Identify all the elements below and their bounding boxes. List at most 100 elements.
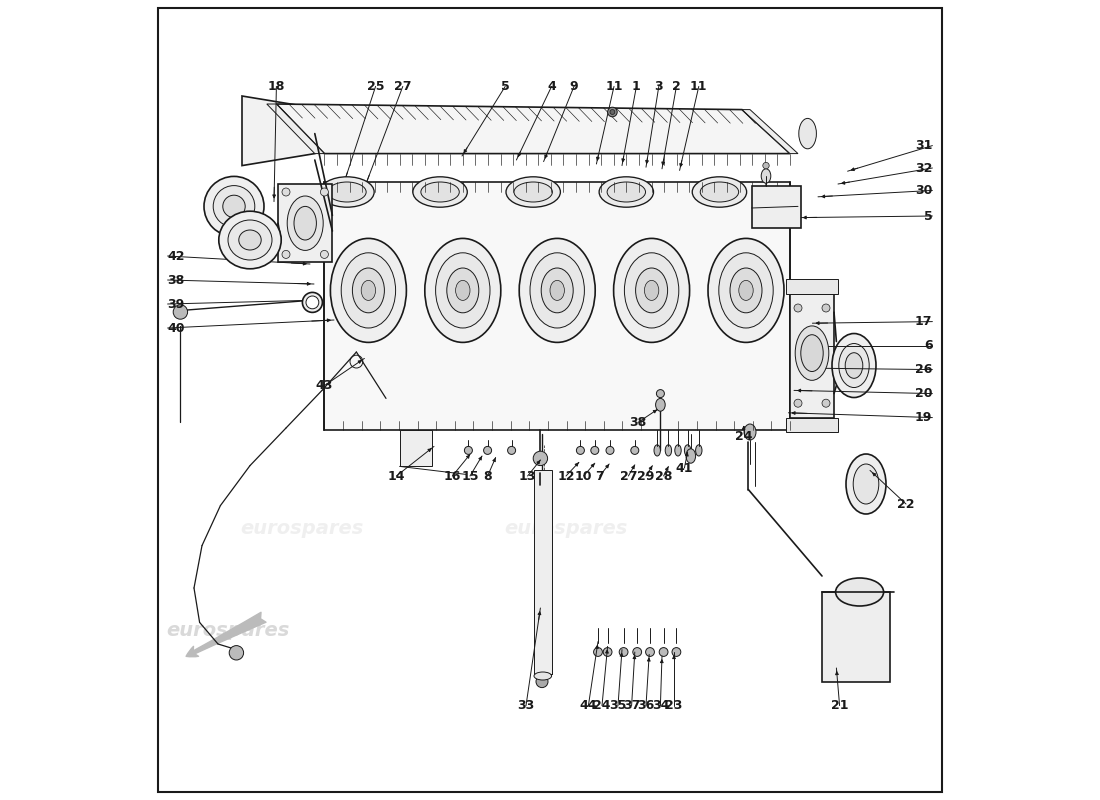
Ellipse shape <box>412 177 468 207</box>
Text: 40: 40 <box>167 322 185 334</box>
Ellipse shape <box>854 464 879 504</box>
Text: 11: 11 <box>605 80 623 93</box>
Text: 32: 32 <box>915 162 933 174</box>
Ellipse shape <box>632 648 641 656</box>
Ellipse shape <box>739 280 754 300</box>
Text: 38: 38 <box>167 274 185 286</box>
Ellipse shape <box>836 578 883 606</box>
Ellipse shape <box>213 186 255 227</box>
Text: 25: 25 <box>366 80 384 93</box>
Text: 1: 1 <box>632 80 641 93</box>
Ellipse shape <box>684 445 691 456</box>
Text: 33: 33 <box>517 699 535 712</box>
Ellipse shape <box>330 238 406 342</box>
Ellipse shape <box>625 253 679 328</box>
Text: 3: 3 <box>654 80 663 93</box>
Ellipse shape <box>484 446 492 454</box>
Bar <box>751 186 801 228</box>
Ellipse shape <box>636 268 668 313</box>
Ellipse shape <box>361 280 375 300</box>
Bar <box>786 418 838 432</box>
Text: 18: 18 <box>267 80 285 93</box>
Ellipse shape <box>530 253 584 328</box>
Text: 26: 26 <box>915 363 933 376</box>
Polygon shape <box>399 430 431 466</box>
Ellipse shape <box>507 446 516 454</box>
Ellipse shape <box>794 399 802 407</box>
Ellipse shape <box>464 446 472 454</box>
Ellipse shape <box>607 182 646 202</box>
Ellipse shape <box>320 188 329 196</box>
Text: 12: 12 <box>558 470 574 482</box>
Text: 2: 2 <box>672 80 681 93</box>
Ellipse shape <box>619 648 628 656</box>
Text: 7: 7 <box>595 470 604 482</box>
Ellipse shape <box>219 211 282 269</box>
Ellipse shape <box>654 445 660 456</box>
Ellipse shape <box>302 292 322 312</box>
Ellipse shape <box>659 648 668 656</box>
Ellipse shape <box>506 177 560 207</box>
Ellipse shape <box>173 305 188 319</box>
Ellipse shape <box>282 250 290 258</box>
Ellipse shape <box>425 238 500 342</box>
Ellipse shape <box>645 280 659 300</box>
Text: 5: 5 <box>500 80 509 93</box>
Ellipse shape <box>799 118 816 149</box>
Ellipse shape <box>536 675 548 688</box>
Ellipse shape <box>822 304 830 312</box>
Ellipse shape <box>594 648 603 656</box>
Ellipse shape <box>341 253 396 328</box>
Text: 19: 19 <box>915 411 933 424</box>
Text: 16: 16 <box>443 470 461 482</box>
Ellipse shape <box>692 177 747 207</box>
Text: 15: 15 <box>461 470 478 482</box>
Text: 30: 30 <box>915 184 933 197</box>
Text: 4: 4 <box>547 80 556 93</box>
Ellipse shape <box>674 445 681 456</box>
Ellipse shape <box>656 398 666 411</box>
Ellipse shape <box>204 176 264 237</box>
Text: eurospares: eurospares <box>607 216 766 240</box>
Ellipse shape <box>550 280 564 300</box>
Ellipse shape <box>287 196 323 250</box>
Bar <box>534 470 551 674</box>
Text: 21: 21 <box>830 699 848 712</box>
Text: 38: 38 <box>629 416 647 429</box>
Text: 41: 41 <box>675 462 693 474</box>
Text: 24: 24 <box>593 699 611 712</box>
Ellipse shape <box>320 177 374 207</box>
Ellipse shape <box>730 268 762 313</box>
Ellipse shape <box>686 449 695 463</box>
Ellipse shape <box>223 195 245 218</box>
Ellipse shape <box>421 182 460 202</box>
Ellipse shape <box>228 220 272 260</box>
Ellipse shape <box>657 390 664 398</box>
Ellipse shape <box>239 230 261 250</box>
Ellipse shape <box>846 454 886 514</box>
Text: 36: 36 <box>637 699 654 712</box>
Ellipse shape <box>701 182 738 202</box>
Ellipse shape <box>801 334 823 371</box>
Ellipse shape <box>672 648 681 656</box>
Ellipse shape <box>845 353 862 378</box>
Ellipse shape <box>695 445 702 456</box>
Text: 9: 9 <box>570 80 579 93</box>
Ellipse shape <box>436 253 490 328</box>
Text: 5: 5 <box>924 210 933 222</box>
Ellipse shape <box>455 280 470 300</box>
Text: 27: 27 <box>619 470 637 482</box>
Ellipse shape <box>534 672 551 680</box>
Ellipse shape <box>610 110 615 114</box>
Ellipse shape <box>839 343 869 387</box>
Ellipse shape <box>282 188 290 196</box>
Text: 13: 13 <box>519 470 537 482</box>
Text: 10: 10 <box>575 470 592 482</box>
Polygon shape <box>267 104 324 154</box>
Ellipse shape <box>630 446 639 454</box>
Ellipse shape <box>666 445 672 456</box>
Text: 29: 29 <box>637 470 654 482</box>
Ellipse shape <box>646 648 654 656</box>
Text: 14: 14 <box>387 470 405 482</box>
Ellipse shape <box>761 169 771 183</box>
